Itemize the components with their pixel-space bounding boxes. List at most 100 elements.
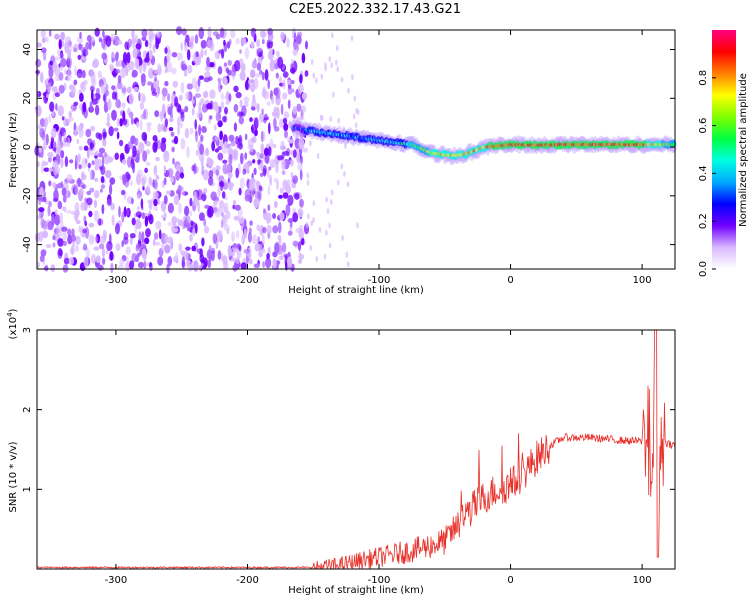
- noise-blob: [184, 215, 191, 225]
- noise-blob: [346, 261, 350, 268]
- noise-blob: [68, 49, 72, 58]
- noise-blob: [326, 208, 330, 215]
- noise-blob: [55, 103, 58, 111]
- noise-blob: [66, 209, 72, 214]
- noise-blob: [215, 112, 222, 122]
- noise-blob: [252, 60, 257, 68]
- x-tick-label: 100: [633, 575, 652, 586]
- noise-blob: [103, 101, 109, 113]
- noise-blob: [232, 204, 235, 210]
- noise-blob: [155, 175, 160, 180]
- noise-blob: [81, 70, 86, 79]
- noise-blob: [67, 228, 72, 237]
- noise-blob: [248, 227, 252, 235]
- noise-blob: [316, 153, 320, 159]
- noise-blob: [139, 65, 143, 74]
- noise-blob: [93, 199, 98, 209]
- noise-blob: [45, 243, 52, 249]
- noise-blob: [90, 125, 96, 132]
- noise-blob: [115, 61, 120, 67]
- noise-blob: [265, 257, 272, 269]
- noise-blob: [212, 31, 219, 36]
- noise-blob: [143, 253, 147, 263]
- noise-blob: [127, 38, 133, 48]
- noise-blob: [122, 51, 128, 64]
- noise-blob: [38, 207, 45, 213]
- colorbar-tick-label: 0.2: [698, 213, 709, 229]
- noise-blob: [217, 146, 222, 151]
- noise-blob: [54, 56, 61, 61]
- noise-blob: [298, 138, 305, 150]
- noise-blob: [68, 110, 72, 119]
- noise-blob: [277, 155, 284, 161]
- noise-blob: [235, 91, 242, 99]
- noise-blob: [296, 103, 302, 112]
- noise-blob: [119, 118, 123, 127]
- noise-blob: [264, 113, 268, 119]
- noise-blob: [191, 107, 195, 116]
- noise-blob: [206, 156, 211, 165]
- noise-blob: [290, 149, 293, 155]
- noise-blob: [119, 258, 125, 267]
- noise-blob: [278, 118, 284, 128]
- noise-blob: [76, 138, 80, 145]
- noise-blob: [200, 49, 204, 59]
- snr-y-ticks: 1 2 3: [22, 327, 675, 493]
- noise-blob: [153, 166, 157, 175]
- spectrogram-axes-frame: [36, 29, 676, 270]
- noise-blob: [307, 213, 310, 220]
- colorbar-tick-label: 0.8: [698, 70, 709, 86]
- noise-blob: [197, 107, 203, 119]
- noise-blob: [109, 177, 116, 185]
- noise-blob: [325, 196, 328, 203]
- noise-blob: [299, 198, 304, 208]
- noise-blob: [238, 187, 242, 196]
- noise-blob: [154, 110, 160, 118]
- noise-blob: [35, 59, 42, 68]
- noise-blob: [312, 217, 315, 224]
- noise-blob: [288, 159, 295, 164]
- noise-blob: [328, 242, 332, 249]
- noise-blob: [98, 38, 103, 43]
- noise-blob: [244, 101, 249, 108]
- noise-blob: [66, 69, 72, 82]
- noise-blob: [310, 59, 314, 65]
- noise-blob: [239, 99, 243, 108]
- noise-blob: [315, 255, 319, 262]
- noise-blob: [63, 257, 70, 265]
- noise-blob: [236, 142, 240, 149]
- noise-blob: [175, 164, 181, 172]
- noise-blob: [217, 229, 223, 237]
- y-tick-label: 0: [22, 144, 33, 150]
- noise-blob: [91, 78, 97, 87]
- noise-blob: [54, 33, 60, 40]
- noise-blob: [164, 47, 168, 54]
- noise-blob: [91, 60, 98, 68]
- noise-blob: [232, 247, 238, 253]
- noise-blob: [301, 52, 306, 64]
- noise-blob: [136, 205, 140, 211]
- noise-blob: [262, 165, 267, 175]
- noise-blob: [113, 127, 119, 132]
- noise-blob: [95, 255, 101, 264]
- noise-blob: [167, 49, 172, 58]
- noise-blob: [57, 48, 60, 57]
- noise-blob: [89, 100, 93, 112]
- noise-blob: [164, 234, 169, 244]
- noise-blob: [163, 150, 170, 163]
- noise-blob: [153, 198, 158, 207]
- noise-blob: [131, 29, 135, 39]
- noise-blob: [268, 146, 272, 157]
- noise-blob: [61, 116, 65, 121]
- noise-blob: [280, 31, 285, 41]
- noise-blob: [97, 153, 104, 158]
- noise-blob: [90, 254, 97, 264]
- noise-blob: [249, 220, 253, 226]
- noise-blob: [60, 158, 64, 169]
- noise-blob: [297, 83, 304, 95]
- noise-blob: [345, 251, 349, 258]
- noise-blob: [154, 138, 159, 150]
- noise-blob: [57, 200, 63, 210]
- noise-blob: [209, 115, 213, 120]
- noise-blob: [74, 235, 81, 245]
